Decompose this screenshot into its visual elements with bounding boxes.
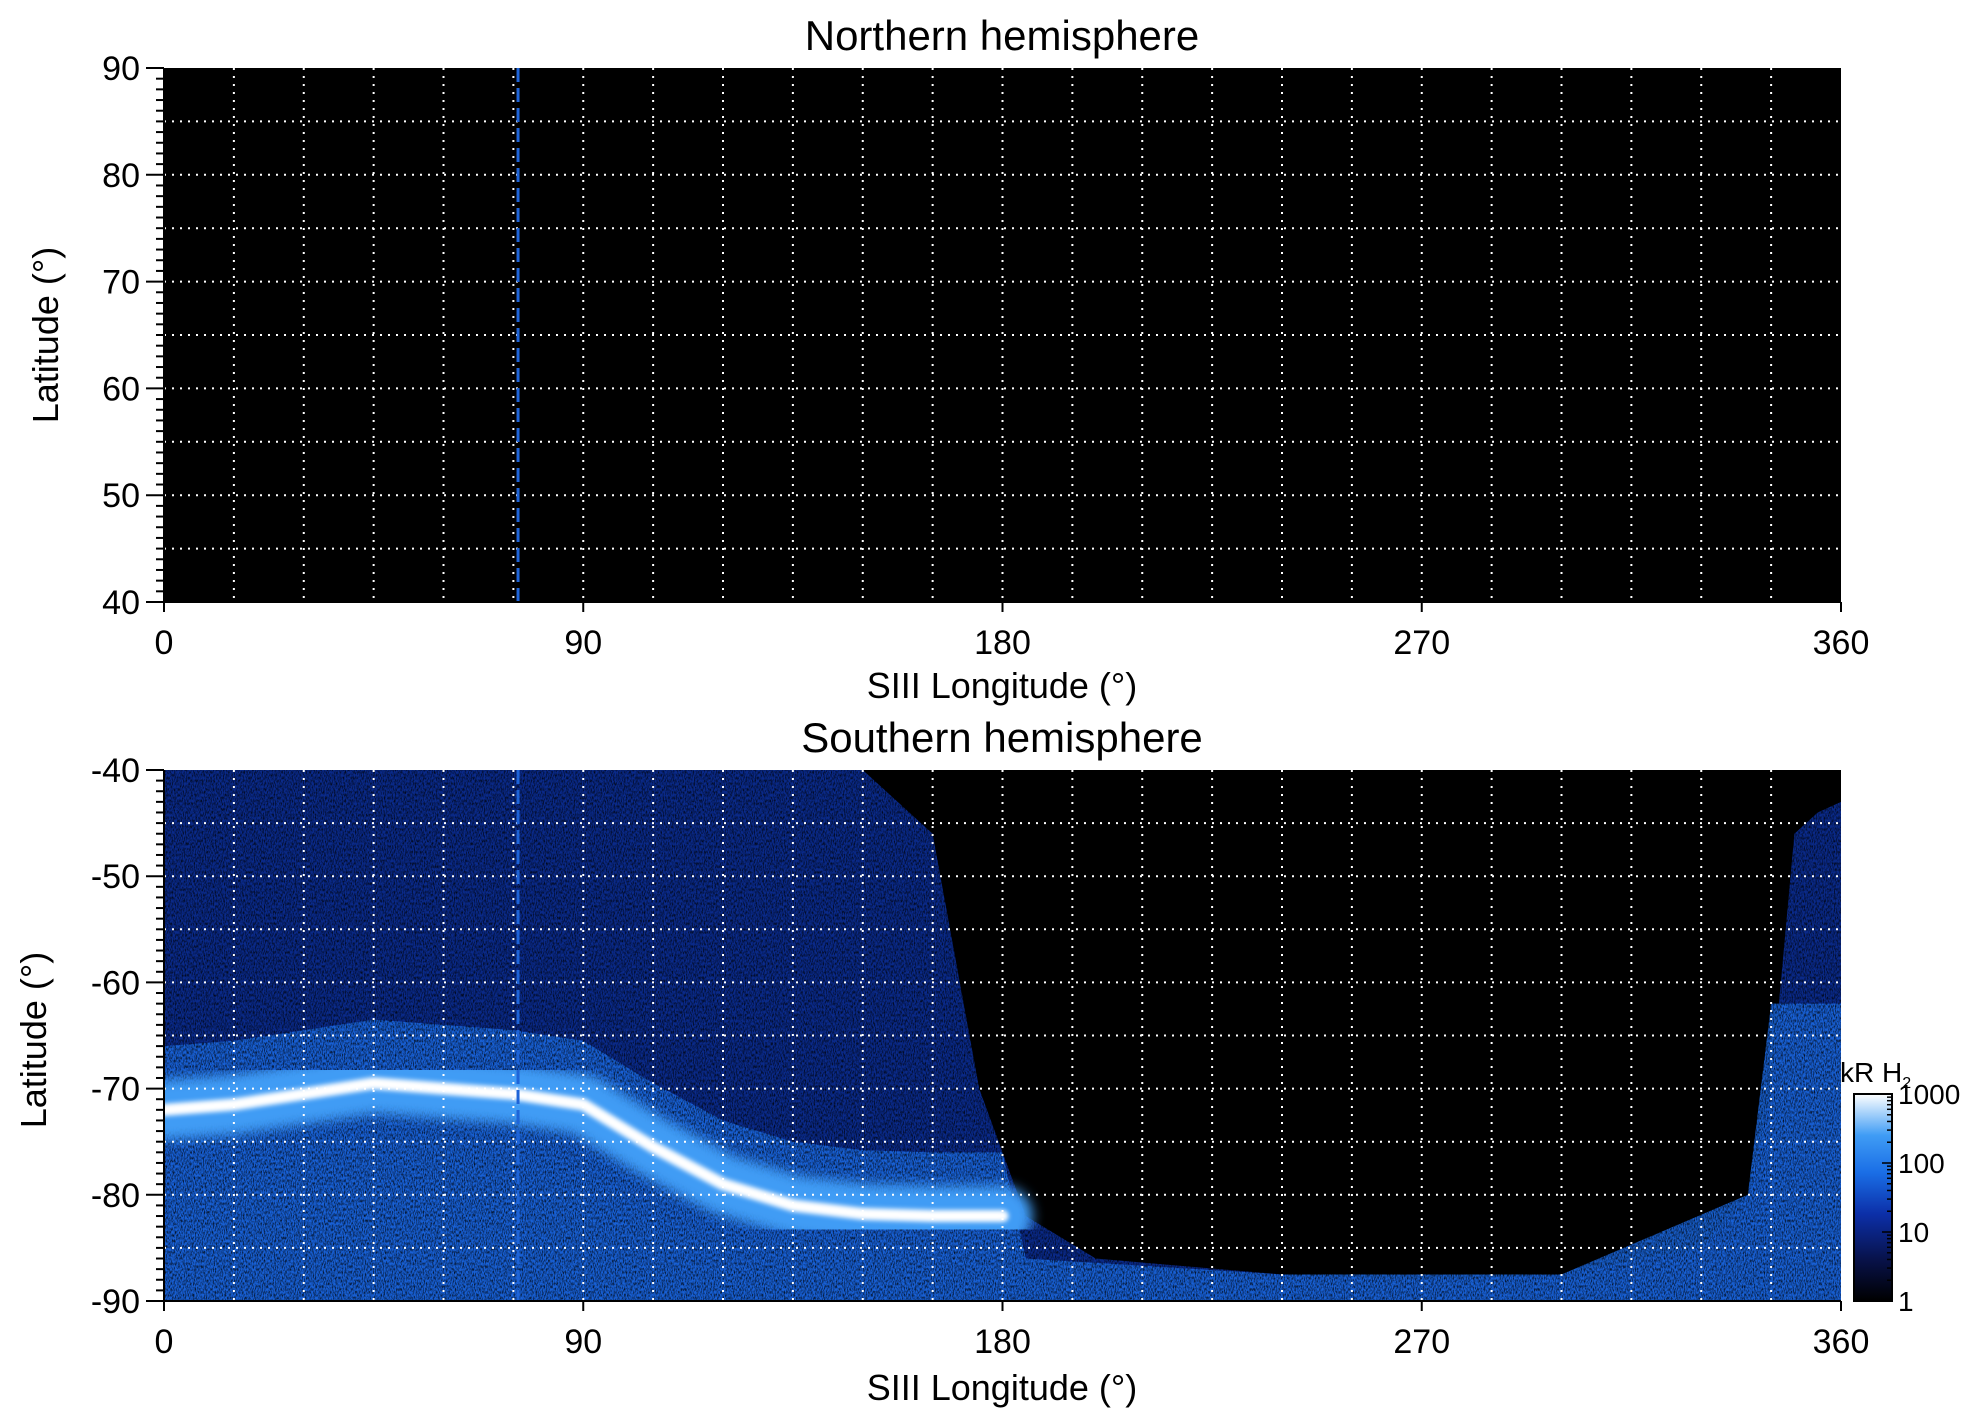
colorbar-tick-label: 1000: [1898, 1079, 1960, 1110]
panel-title-southern: Southern hemisphere: [801, 714, 1203, 761]
x-axis-label-northern: SIII Longitude (°): [867, 665, 1138, 706]
panel-northern: Northern hemisphere 40 50 60 70 80 90 0 90 180 2…: [25, 12, 1869, 706]
y-tick-label: 90: [102, 50, 140, 88]
y-tick-label: 40: [102, 584, 140, 622]
y-tick-label: 70: [102, 264, 140, 302]
x-tick-label: 270: [1393, 1323, 1450, 1361]
grid-northern: [164, 68, 1841, 602]
colorbar-label: kR H2: [1840, 1057, 1911, 1092]
x-tick-label: 0: [155, 1323, 174, 1361]
main-oval: [164, 1077, 1009, 1223]
y-tick-label: -60: [91, 964, 140, 1002]
y-axis-label-northern: Latitude (°): [25, 247, 66, 423]
panel-title-northern: Northern hemisphere: [805, 12, 1200, 59]
colorbar-tick-label: 100: [1898, 1148, 1945, 1179]
x-axis-label-southern: SIII Longitude (°): [867, 1367, 1138, 1408]
y-tick-label: -80: [91, 1177, 140, 1215]
x-tick-label: 90: [564, 1323, 602, 1361]
y-axis-southern: -40 -50 -60 -70 -80 -90: [91, 752, 165, 1321]
colorbar-scale: [1853, 1093, 1893, 1302]
y-axis-label-southern: Latitude (°): [13, 952, 54, 1128]
y-axis-northern: 40 50 60 70 80 90: [102, 50, 165, 622]
x-axis-northern: 0 90 180 270 360: [155, 601, 1870, 662]
y-tick-label: -50: [91, 858, 140, 896]
y-tick-label: 60: [102, 370, 140, 408]
x-tick-label: 360: [1813, 624, 1870, 662]
panel-southern: Southern hemisphere -40 -50 -60 -70 -80 -90 0…: [13, 714, 1869, 1408]
x-axis-southern: 0 90 180 270 360: [155, 1300, 1870, 1361]
y-tick-label: 80: [102, 157, 140, 195]
grid-southern: [164, 770, 1841, 1301]
x-tick-label: 0: [155, 624, 174, 662]
x-tick-label: 270: [1393, 624, 1450, 662]
colorbar-label-text: kR H: [1840, 1057, 1902, 1088]
colorbar-tick-label: 1: [1898, 1286, 1914, 1317]
colorbar-tick-label: 10: [1898, 1217, 1929, 1248]
x-tick-label: 180: [974, 1323, 1031, 1361]
colorbar-ticks: 1 10 100 1000: [1882, 1079, 1960, 1317]
y-tick-label: 50: [102, 477, 140, 515]
colorbar-label-subscript: 2: [1902, 1075, 1911, 1092]
x-tick-label: 360: [1813, 1323, 1870, 1361]
y-tick-label: -40: [91, 752, 140, 790]
colorbar: kR H2 1 10 100 1000: [1840, 1057, 1960, 1317]
y-tick-label: -90: [91, 1283, 140, 1321]
y-tick-label: -70: [91, 1071, 140, 1109]
observed-region-texture: [164, 770, 1841, 1301]
x-tick-label: 90: [564, 624, 602, 662]
x-tick-label: 180: [974, 624, 1031, 662]
